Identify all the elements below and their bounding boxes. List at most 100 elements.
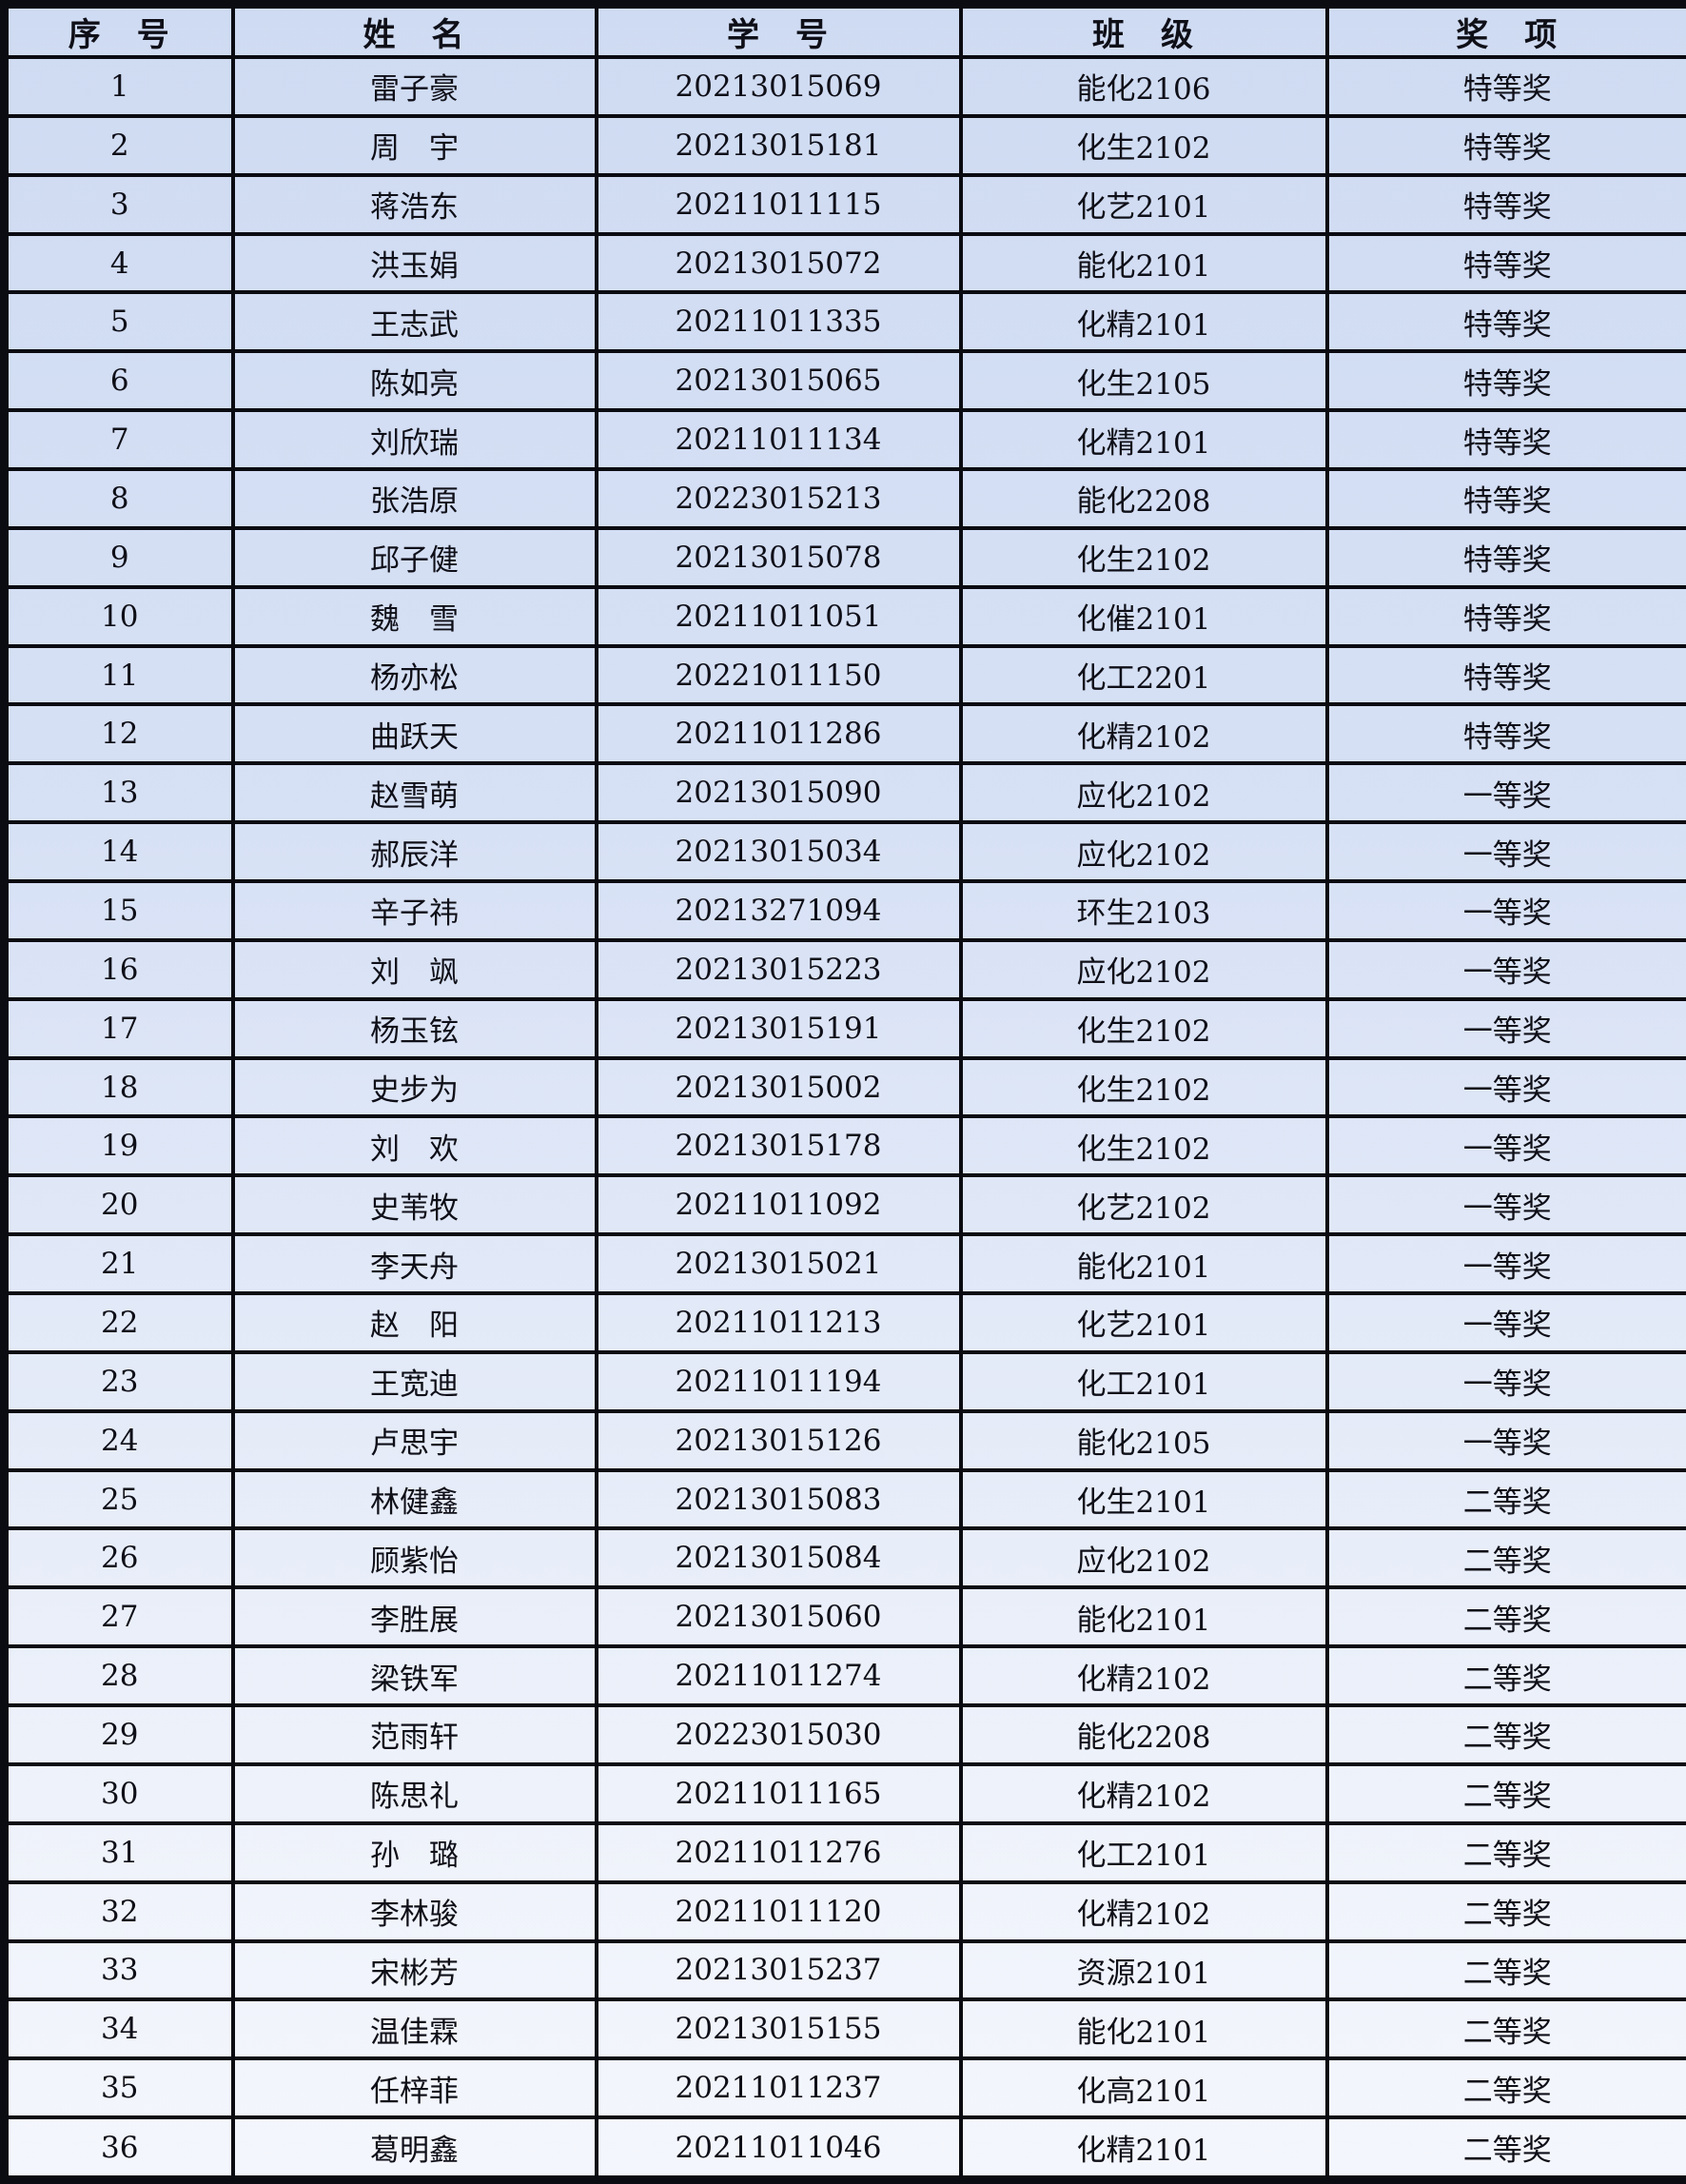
cell-student-name: 陈如亮 <box>230 349 598 413</box>
cell-serial-number: 21 <box>2 1232 235 1296</box>
cell-student-id: 20213015065 <box>594 349 963 413</box>
cell-student-id: 20211011165 <box>594 1761 963 1825</box>
cell-serial-number: 6 <box>2 349 235 413</box>
table-row: 20 史苇牧 20211011092 化艺2102 一等奖 <box>2 1173 1686 1237</box>
cell-serial-number: 24 <box>2 1408 235 1472</box>
cell-serial-number: 16 <box>2 937 235 1001</box>
cell-student-id: 20223015213 <box>594 467 963 530</box>
cell-student-name: 赵 阳 <box>230 1291 598 1354</box>
table-row: 18 史步为 20213015002 化生2102 一等奖 <box>2 1055 1686 1119</box>
cell-serial-number: 34 <box>2 1997 235 2061</box>
cell-student-id: 20213015155 <box>594 1997 963 2061</box>
cell-student-name: 陈思礼 <box>230 1761 598 1825</box>
cell-student-name: 宋彬芳 <box>230 1938 598 2002</box>
cell-award: 二等奖 <box>1324 1820 1686 1884</box>
cell-serial-number: 28 <box>2 1644 235 1708</box>
cell-student-id: 20213015223 <box>594 937 963 1001</box>
cell-student-id: 20211011335 <box>594 290 963 354</box>
cell-class-name: 能化2101 <box>958 231 1329 295</box>
header-serial-number: 序 号 <box>2 2 235 59</box>
cell-student-id: 20213015034 <box>594 820 963 884</box>
cell-student-name: 周 宇 <box>230 113 598 177</box>
cell-award: 二等奖 <box>1324 1879 1686 1943</box>
cell-class-name: 能化2101 <box>958 1585 1329 1649</box>
cell-class-name: 应化2102 <box>958 937 1329 1001</box>
cell-serial-number: 31 <box>2 1820 235 1884</box>
table-row: 28 梁铁军 20211011274 化精2102 二等奖 <box>2 1644 1686 1708</box>
cell-award: 二等奖 <box>1324 1585 1686 1649</box>
cell-student-name: 雷子豪 <box>230 55 598 118</box>
cell-serial-number: 12 <box>2 702 235 766</box>
cell-serial-number: 17 <box>2 996 235 1060</box>
cell-student-name: 史步为 <box>230 1055 598 1119</box>
cell-serial-number: 5 <box>2 290 235 354</box>
cell-class-name: 化高2101 <box>958 2056 1329 2120</box>
table-body: 1 雷子豪 20213015069 能化2106 特等奖 2 周 宇 20213015181 化… <box>2 55 1686 2182</box>
cell-award: 一等奖 <box>1324 1349 1686 1413</box>
cell-class-name: 化精2101 <box>958 408 1329 472</box>
table-row: 10 魏 雪 20211011051 化催2101 特等奖 <box>2 584 1686 648</box>
cell-student-name: 任梓菲 <box>230 2056 598 2120</box>
cell-award: 一等奖 <box>1324 1173 1686 1237</box>
table-row: 22 赵 阳 20211011213 化艺2101 一等奖 <box>2 1291 1686 1354</box>
cell-serial-number: 1 <box>2 55 235 118</box>
cell-award: 一等奖 <box>1324 1114 1686 1178</box>
cell-student-name: 王志武 <box>230 290 598 354</box>
cell-class-name: 化生2102 <box>958 1114 1329 1178</box>
cell-class-name: 化精2102 <box>958 1761 1329 1825</box>
table-header: 序 号 姓 名 学 号 班 级 奖 项 <box>2 2 1686 59</box>
cell-student-name: 邱子健 <box>230 525 598 589</box>
table-row: 34 温佳霖 20213015155 能化2101 二等奖 <box>2 1997 1686 2061</box>
cell-award: 特等奖 <box>1324 231 1686 295</box>
cell-class-name: 化生2102 <box>958 996 1329 1060</box>
cell-class-name: 化工2101 <box>958 1349 1329 1413</box>
cell-student-name: 李天舟 <box>230 1232 598 1296</box>
cell-student-name: 史苇牧 <box>230 1173 598 1237</box>
cell-award: 特等奖 <box>1324 55 1686 118</box>
cell-student-name: 刘 飒 <box>230 937 598 1001</box>
cell-award: 特等奖 <box>1324 584 1686 648</box>
table-row: 33 宋彬芳 20213015237 资源2101 二等奖 <box>2 1938 1686 2002</box>
cell-serial-number: 29 <box>2 1703 235 1766</box>
cell-award: 特等奖 <box>1324 702 1686 766</box>
cell-class-name: 能化2101 <box>958 1232 1329 1296</box>
cell-class-name: 化精2102 <box>958 702 1329 766</box>
cell-serial-number: 11 <box>2 643 235 707</box>
cell-award: 二等奖 <box>1324 1997 1686 2061</box>
cell-student-id: 20213015069 <box>594 55 963 118</box>
cell-student-id: 20213015178 <box>594 1114 963 1178</box>
cell-award: 一等奖 <box>1324 761 1686 825</box>
cell-student-id: 20211011286 <box>594 702 963 766</box>
cell-serial-number: 13 <box>2 761 235 825</box>
cell-student-id: 20213015078 <box>594 525 963 589</box>
cell-award: 一等奖 <box>1324 1291 1686 1354</box>
cell-serial-number: 8 <box>2 467 235 530</box>
cell-award: 二等奖 <box>1324 1761 1686 1825</box>
cell-serial-number: 15 <box>2 879 235 942</box>
table-row: 8 张浩原 20223015213 能化2208 特等奖 <box>2 467 1686 530</box>
table-row: 17 杨玉铉 20213015191 化生2102 一等奖 <box>2 996 1686 1060</box>
cell-class-name: 能化2101 <box>958 1997 1329 2061</box>
table-row: 4 洪玉娟 20213015072 能化2101 特等奖 <box>2 231 1686 295</box>
cell-student-name: 蒋浩东 <box>230 172 598 236</box>
cell-class-name: 化生2105 <box>958 349 1329 413</box>
cell-student-id: 20213015090 <box>594 761 963 825</box>
cell-serial-number: 19 <box>2 1114 235 1178</box>
cell-serial-number: 30 <box>2 1761 235 1825</box>
cell-class-name: 能化2105 <box>958 1408 1329 1472</box>
cell-student-id: 20221011150 <box>594 643 963 707</box>
cell-student-id: 20211011046 <box>594 2115 963 2182</box>
cell-award: 一等奖 <box>1324 996 1686 1060</box>
cell-student-id: 20211011115 <box>594 172 963 236</box>
cell-student-id: 20213015084 <box>594 1526 963 1590</box>
cell-class-name: 化工2201 <box>958 643 1329 707</box>
cell-student-id: 20213015126 <box>594 1408 963 1472</box>
cell-student-id: 20213015072 <box>594 231 963 295</box>
cell-serial-number: 35 <box>2 2056 235 2120</box>
cell-student-name: 曲跃天 <box>230 702 598 766</box>
cell-serial-number: 4 <box>2 231 235 295</box>
cell-student-name: 葛明鑫 <box>230 2115 598 2182</box>
cell-student-id: 20211011134 <box>594 408 963 472</box>
cell-award: 二等奖 <box>1324 2056 1686 2120</box>
